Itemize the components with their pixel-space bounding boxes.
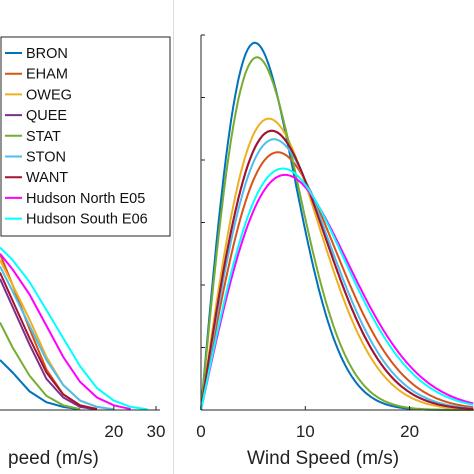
left-series-quee [0, 278, 98, 411]
right-x-tick-label: 10 [296, 422, 315, 441]
right-series-ston [200, 138, 474, 411]
legend: BRON EHAM OWEG QUEE STAT STON WANT Hudson North… [0, 36, 171, 237]
legend-label-bron: BRON [26, 46, 68, 62]
legend-label-stat: STAT [26, 129, 61, 145]
legend-box [0, 36, 171, 237]
left-x-axis-label: peed (m/s) [8, 448, 99, 469]
legend-label-quee: QUEE [26, 108, 67, 124]
legend-label-want: WANT [26, 170, 68, 186]
right-panel: 0 10 20 Wind Speed (m/s) [196, 34, 474, 469]
legend-label-oweg: OWEG [26, 87, 72, 103]
legend-items: BRON EHAM OWEG QUEE STAT STON WANT Hudson North… [5, 46, 148, 228]
left-series-ston [0, 265, 114, 411]
left-x-ticks: 20 30 [104, 406, 165, 441]
legend-label-hudson-north-e05: Hudson North E05 [26, 191, 145, 207]
left-series-hudson-north-e05 [0, 253, 131, 411]
right-x-axis-label: Wind Speed (m/s) [247, 448, 399, 469]
right-series-eham [200, 151, 474, 411]
left-x-tick-label: 30 [147, 422, 166, 441]
right-y-ticks [201, 34, 205, 348]
left-series-hudson-south-e06 [0, 246, 148, 411]
left-x-tick-label: 20 [104, 422, 123, 441]
right-x-tick-label: 20 [400, 422, 419, 441]
right-series-hudson-south-e06 [200, 167, 474, 411]
right-x-ticks: 0 10 20 [196, 406, 419, 441]
left-series-bron [0, 359, 81, 411]
legend-label-ston: STON [26, 150, 66, 166]
left-series-want [0, 272, 98, 411]
right-series-hudson-north-e05 [200, 173, 474, 411]
left-curves [0, 246, 148, 411]
right-series-want [200, 129, 474, 411]
legend-label-hudson-south-e06: Hudson South E06 [26, 212, 148, 228]
right-series-stat [200, 56, 474, 411]
left-series-stat [0, 322, 81, 411]
legend-label-eham: EHAM [26, 67, 68, 83]
right-series-oweg [200, 117, 474, 411]
right-x-tick-label: 0 [196, 422, 205, 441]
left-panel: 20 30 peed (m/s) [0, 246, 165, 469]
